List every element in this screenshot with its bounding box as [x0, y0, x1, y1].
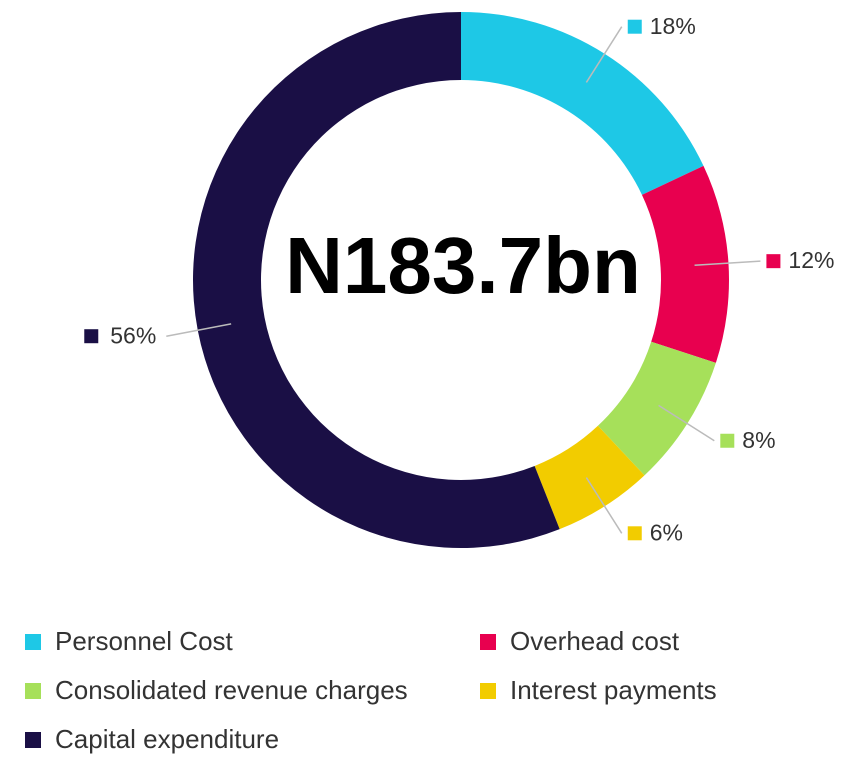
leader-line	[166, 323, 232, 337]
label-marker	[720, 433, 735, 448]
center-label: N183.7bn	[285, 221, 641, 310]
data-label: 12%	[788, 247, 834, 273]
legend-swatch	[25, 683, 41, 699]
legend-swatch	[480, 683, 496, 699]
label-marker	[627, 526, 642, 541]
label-marker	[84, 329, 99, 344]
legend-swatch	[25, 634, 41, 650]
leader-line	[585, 477, 623, 534]
legend-swatch	[480, 634, 496, 650]
legend-label: Consolidated revenue charges	[55, 675, 408, 705]
data-label: 8%	[742, 427, 775, 453]
legend-label: Personnel Cost	[55, 626, 234, 656]
donut-slice	[641, 165, 729, 363]
donut-slice	[534, 425, 645, 530]
data-label: 6%	[650, 519, 683, 545]
donut-slice	[461, 12, 704, 195]
legend-swatch	[25, 732, 41, 748]
label-marker	[766, 254, 781, 269]
leader-line	[694, 260, 761, 267]
data-label: 18%	[650, 13, 696, 39]
legend-label: Capital expenditure	[55, 724, 279, 754]
legend-label: Interest payments	[510, 675, 717, 705]
donut-slice	[597, 341, 716, 476]
legend-label: Overhead cost	[510, 626, 680, 656]
donut-slice	[193, 12, 560, 548]
data-label: 56%	[110, 322, 156, 348]
label-marker	[627, 19, 642, 34]
leader-line	[585, 26, 623, 83]
leader-line	[658, 404, 715, 442]
